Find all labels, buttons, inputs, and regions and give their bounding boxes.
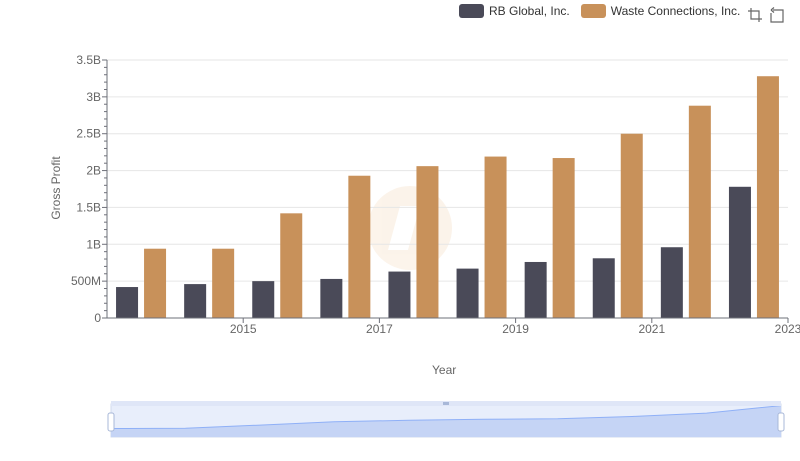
- legend-item-waste-connections[interactable]: Waste Connections, Inc.: [580, 4, 741, 18]
- x-tick-label: 2021: [638, 322, 665, 336]
- data-zoom-right-handle[interactable]: [777, 412, 785, 432]
- bar-waste-connections-inc-2016[interactable]: [280, 213, 303, 318]
- y-tick-label: 1B: [86, 237, 101, 251]
- bar-rb-global-inc-2019[interactable]: [456, 268, 479, 318]
- legend: RB Global, Inc. Waste Connections, Inc.: [459, 4, 751, 18]
- bar-rb-global-inc-2018[interactable]: [388, 271, 411, 318]
- toolbox: [747, 7, 791, 24]
- data-zoom-slider[interactable]: [107, 401, 785, 438]
- bar-rb-global-inc-2023[interactable]: [728, 186, 751, 318]
- y-tick-label: 0: [94, 311, 101, 325]
- legend-swatch-rb-global: [459, 4, 484, 18]
- y-tick-label: 3.5B: [76, 53, 101, 67]
- y-tick-label: 2.5B: [76, 127, 101, 141]
- gridlines: [107, 59, 788, 282]
- legend-label-waste-connections: Waste Connections, Inc.: [610, 4, 741, 18]
- data-zoom-move-handle[interactable]: [443, 402, 449, 405]
- data-zoom-preview-line: [110, 405, 782, 430]
- data-zoom-left-handle[interactable]: [107, 412, 115, 432]
- axes: [102, 59, 789, 323]
- bar-waste-connections-inc-2015[interactable]: [212, 248, 235, 318]
- bar-waste-connections-inc-2023[interactable]: [756, 76, 779, 319]
- x-axis-title: Year: [432, 363, 457, 377]
- bar-waste-connections-inc-2022[interactable]: [688, 105, 711, 319]
- bar-rb-global-inc-2016[interactable]: [252, 281, 275, 318]
- bar-waste-connections-inc-2014[interactable]: [144, 248, 167, 318]
- data-zoom-preview-area: [111, 405, 781, 437]
- y-tick-label: 2B: [86, 164, 101, 178]
- legend-label-rb-global: RB Global, Inc.: [489, 4, 570, 18]
- y-tick-label: 3B: [86, 90, 101, 104]
- x-tick-label: 2019: [502, 322, 529, 336]
- legend-swatch-waste-connections: [580, 4, 606, 18]
- zoom-icon[interactable]: [747, 7, 764, 24]
- bar-rb-global-inc-2017[interactable]: [320, 278, 343, 318]
- bar-waste-connections-inc-2020[interactable]: [552, 158, 575, 318]
- x-tick-label: 2023: [775, 322, 800, 336]
- bar-rb-global-inc-2021[interactable]: [592, 258, 615, 318]
- watermark-logo: [368, 186, 452, 270]
- bar-rb-global-inc-2015[interactable]: [184, 284, 207, 318]
- y-axis-title: Gross Profit: [49, 156, 63, 220]
- y-tick-label: 500M: [71, 274, 101, 288]
- x-tick-label: 2015: [230, 322, 257, 336]
- bar-waste-connections-inc-2018[interactable]: [416, 166, 439, 318]
- bar-waste-connections-inc-2021[interactable]: [620, 133, 643, 318]
- bar-rb-global-inc-2020[interactable]: [524, 261, 547, 318]
- y-tick-label: 1.5B: [76, 200, 101, 214]
- restore-icon[interactable]: [769, 7, 786, 24]
- legend-item-rb-global[interactable]: RB Global, Inc.: [459, 4, 570, 18]
- bars: [116, 76, 779, 319]
- bar-waste-connections-inc-2019[interactable]: [484, 156, 507, 318]
- bar-rb-global-inc-2022[interactable]: [660, 247, 683, 318]
- x-axis-tick-labels: 2015 2017 2019 2021 2023: [230, 322, 800, 336]
- bar-rb-global-inc-2014[interactable]: [116, 287, 139, 318]
- x-tick-label: 2017: [366, 322, 393, 336]
- y-axis-tick-labels: 0 500M 1B 1.5B 2B 2.5B 3B 3.5B: [71, 53, 101, 325]
- bar-waste-connections-inc-2017[interactable]: [348, 175, 371, 318]
